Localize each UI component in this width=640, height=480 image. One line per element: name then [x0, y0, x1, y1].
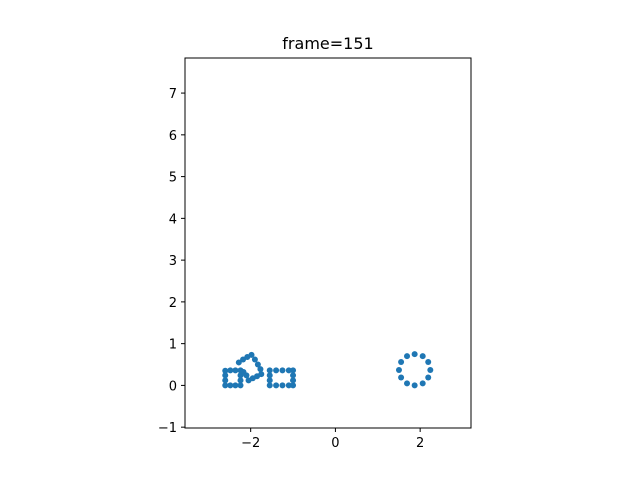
data-point-8	[232, 367, 239, 374]
data-point-47	[404, 380, 411, 387]
data-point-7	[227, 367, 234, 374]
data-point-31	[266, 372, 273, 379]
data-point-26	[273, 382, 280, 389]
data-point-36	[290, 367, 297, 374]
data-point-6	[222, 367, 229, 374]
data-point-2	[232, 382, 239, 389]
data-point-41	[419, 353, 426, 360]
y-tick-label: 3	[169, 254, 177, 269]
data-point-43	[404, 353, 411, 360]
y-tick-label: 5	[169, 171, 177, 186]
data-point-21	[254, 361, 261, 368]
y-tick-label: −1	[158, 421, 177, 436]
data-points	[222, 351, 434, 389]
data-point-4	[222, 377, 229, 384]
data-point-3	[237, 382, 244, 389]
data-point-27	[279, 382, 286, 389]
y-tick-label: 7	[169, 87, 177, 102]
data-point-25	[266, 382, 273, 389]
data-point-5	[222, 372, 229, 379]
data-point-34	[279, 367, 286, 374]
data-point-20	[251, 356, 258, 363]
data-point-40	[425, 359, 432, 366]
data-point-46	[398, 374, 405, 381]
data-point-35	[285, 367, 292, 374]
data-point-29	[290, 382, 297, 389]
data-point-19	[248, 351, 255, 358]
x-tick-label: −2	[241, 436, 260, 451]
x-tick-label: 0	[331, 436, 339, 451]
data-point-50	[425, 374, 432, 381]
data-point-37	[290, 377, 297, 384]
data-point-33	[273, 367, 280, 374]
y-axis-ticks: −1 0 1 2 3 4 5 6 7	[158, 87, 185, 436]
y-tick-label: 4	[169, 212, 177, 227]
data-point-38	[290, 372, 297, 379]
data-point-22	[257, 366, 264, 373]
y-tick-label: 2	[169, 296, 177, 311]
data-point-16	[235, 359, 242, 366]
data-point-15	[258, 371, 265, 378]
data-point-0	[222, 382, 229, 389]
data-point-44	[398, 359, 405, 366]
data-point-49	[419, 380, 426, 387]
y-tick-label: 1	[169, 338, 177, 353]
data-point-32	[266, 367, 273, 374]
data-point-48	[411, 382, 418, 389]
x-tick-label: 2	[416, 436, 424, 451]
y-tick-label: 0	[169, 379, 177, 394]
data-point-45	[395, 366, 402, 373]
data-point-1	[227, 382, 234, 389]
y-tick-label: 6	[169, 129, 177, 144]
x-axis-ticks: −2 0 2	[241, 428, 424, 451]
data-point-24	[243, 372, 250, 379]
data-point-28	[285, 382, 292, 389]
data-point-30	[266, 377, 273, 384]
plot-frame	[184, 57, 472, 429]
data-point-39	[427, 366, 434, 373]
data-point-10	[237, 377, 244, 384]
data-point-42	[411, 351, 418, 358]
chart-title: frame=151	[282, 34, 373, 53]
